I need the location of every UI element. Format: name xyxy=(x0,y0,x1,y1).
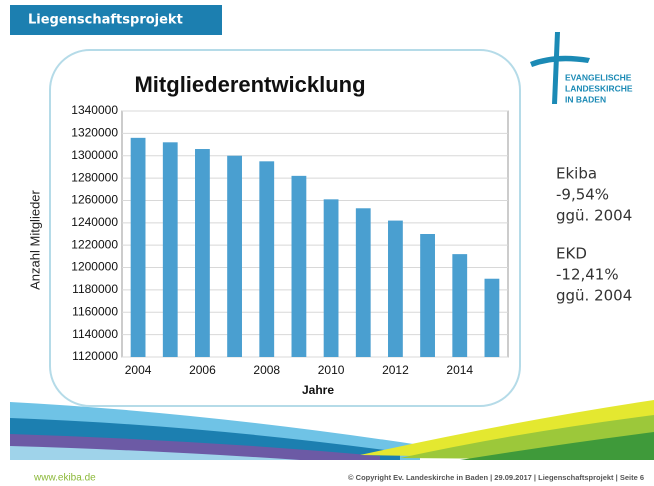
logo-line: IN BADEN xyxy=(565,94,606,104)
y-tick-label: 1340000 xyxy=(71,103,118,117)
note-line: ggü. 2004 xyxy=(556,287,632,305)
logo-line: LANDESKIRCHE xyxy=(565,83,633,93)
y-tick-label: 1120000 xyxy=(72,349,118,363)
plot: 1120000 1140000 1160000 1180000 1200000 12200… xyxy=(71,103,508,377)
y-tick-label: 1280000 xyxy=(71,170,118,184)
header-title: Liegenschaftsprojekt xyxy=(28,13,183,28)
bar xyxy=(291,175,307,357)
y-tick-label: 1260000 xyxy=(71,193,118,207)
bar xyxy=(130,137,146,357)
bar xyxy=(420,234,435,357)
y-tick-label: 1180000 xyxy=(72,282,118,296)
footer-left: www.ekiba.de xyxy=(33,473,96,484)
plot-area xyxy=(121,110,509,358)
bar xyxy=(452,254,468,357)
bar xyxy=(388,220,403,357)
logo-line: EVANGELISCHE xyxy=(565,72,632,82)
x-tick-label: 2012 xyxy=(382,363,409,377)
y-tick-label: 1240000 xyxy=(71,215,118,229)
note-line: ggü. 2004 xyxy=(556,207,632,225)
y-tick-label: 1320000 xyxy=(71,126,118,140)
x-tick-label: 2010 xyxy=(318,363,345,377)
wave xyxy=(10,446,300,460)
bar xyxy=(195,149,210,357)
y-tick-label: 1200000 xyxy=(71,260,118,274)
notes: Ekiba -9,54% ggü. 2004 EKD -12,41% ggü. … xyxy=(556,165,632,305)
bar xyxy=(162,142,178,357)
note-line: Ekiba xyxy=(556,165,597,183)
logo-cross-horizontal xyxy=(530,55,590,67)
y-tick-label: 1300000 xyxy=(71,148,118,162)
note-line: -12,41% xyxy=(556,266,619,284)
y-tick-label: 1140000 xyxy=(72,327,118,341)
logo: EVANGELISCHE LANDESKIRCHE IN BADEN xyxy=(530,32,633,104)
wave xyxy=(460,432,654,460)
footer-right: © Copyright Ev. Landeskirche in Baden | … xyxy=(348,473,644,482)
logo-cross-vertical xyxy=(552,32,560,104)
x-tick-label: 2004 xyxy=(125,363,152,377)
note-line: EKD xyxy=(556,245,587,263)
bar xyxy=(323,199,339,357)
bar xyxy=(259,161,275,357)
chart-title: Mitgliederentwicklung xyxy=(134,72,365,97)
bar xyxy=(227,155,242,357)
x-tick-label: 2008 xyxy=(253,363,280,377)
bar xyxy=(355,208,371,357)
header-bar xyxy=(10,5,222,35)
waves xyxy=(10,400,654,460)
note-line: -9,54% xyxy=(556,186,609,204)
y-axis-label: Anzahl Mitglieder xyxy=(27,189,42,289)
bar xyxy=(484,278,500,357)
x-tick-label: 2014 xyxy=(446,363,473,377)
x-tick-label: 2006 xyxy=(189,363,216,377)
y-tick-label: 1220000 xyxy=(71,237,118,251)
x-axis-label: Jahre xyxy=(302,383,334,397)
y-tick-label: 1160000 xyxy=(72,304,118,318)
